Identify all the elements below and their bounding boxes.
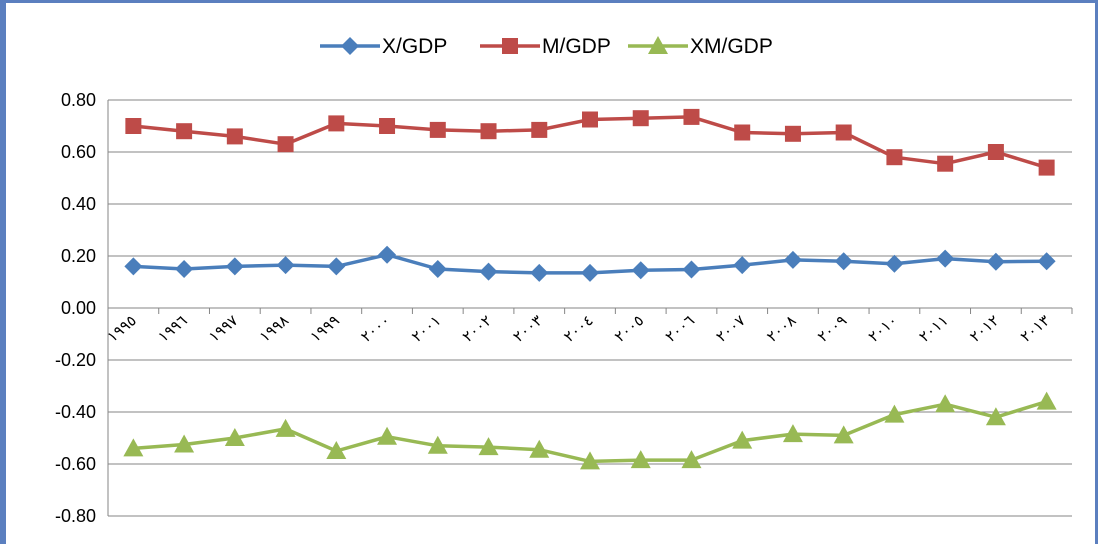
data-point xyxy=(631,261,650,280)
legend-label: M/GDP xyxy=(542,35,611,58)
x-tick-label: ٢٠٠١ xyxy=(408,311,444,346)
x-tick-label: ٢٠٠٨ xyxy=(763,311,799,346)
data-point xyxy=(734,124,751,141)
data-point xyxy=(175,260,194,278)
data-point xyxy=(480,123,497,140)
data-point xyxy=(328,115,345,132)
x-tick-label: ٢٠٠٢ xyxy=(459,311,495,346)
x-tick-label: ٢٠١٠ xyxy=(865,311,901,346)
data-point xyxy=(224,428,245,446)
data-point xyxy=(936,249,955,268)
data-point xyxy=(429,121,446,138)
data-point xyxy=(987,144,1004,160)
data-point xyxy=(935,394,956,413)
legend: X/GDP M/GDP XM/GDP xyxy=(320,35,773,58)
data-point xyxy=(581,263,599,282)
data-point xyxy=(276,256,295,275)
data-point xyxy=(1038,159,1055,176)
data-point xyxy=(834,252,853,271)
data-point xyxy=(632,110,649,127)
data-point xyxy=(341,37,359,55)
data-point xyxy=(835,124,852,141)
data-point xyxy=(479,262,498,281)
data-point xyxy=(782,424,803,443)
data-point xyxy=(783,250,802,269)
data-point xyxy=(502,38,518,54)
data-point xyxy=(885,254,904,273)
x-tick-label: ١٩٩٩ xyxy=(307,311,343,346)
data-point xyxy=(732,430,753,449)
x-tick-label: ٢٠١٣ xyxy=(1017,311,1053,346)
legend-item: XM/GDP xyxy=(628,35,773,58)
data-point xyxy=(326,441,347,459)
data-point xyxy=(531,121,548,138)
data-point xyxy=(630,450,651,469)
x-tick-label: ٢٠٠٩ xyxy=(814,311,850,346)
y-tick-label: -0.80 xyxy=(55,506,96,526)
x-tick-label: ١٩٩٨ xyxy=(256,311,292,346)
y-tick-label: 0.40 xyxy=(61,194,96,214)
series-x-gdp xyxy=(124,245,1056,282)
data-point xyxy=(378,245,397,264)
x-tick-label: ١٩٩٧ xyxy=(205,311,241,346)
data-point xyxy=(226,128,243,145)
y-tick-label: 0.00 xyxy=(61,298,96,318)
data-point xyxy=(428,260,447,278)
data-point xyxy=(884,404,905,423)
data-point xyxy=(784,125,801,142)
x-tick-label: ١٩٩٦ xyxy=(154,311,190,346)
data-point xyxy=(985,407,1006,426)
x-tick-label: ٢٠٠٤ xyxy=(560,311,596,346)
data-point xyxy=(733,256,752,275)
data-point xyxy=(681,450,702,469)
series-m-gdp xyxy=(125,108,1055,176)
series-xm-gdp xyxy=(123,391,1057,470)
data-point xyxy=(123,438,144,457)
x-tick-label: ١٩٩٥ xyxy=(104,311,140,346)
x-tick-label: ٢٠٠٠ xyxy=(357,311,393,346)
x-tick-label: ٢٠٠٣ xyxy=(510,311,546,346)
data-point xyxy=(937,155,954,172)
y-tick-label: -0.40 xyxy=(55,402,96,422)
data-point xyxy=(1036,391,1057,410)
x-tick-label: ٢٠١١ xyxy=(915,311,951,346)
data-point xyxy=(648,36,668,54)
x-tick-label: ٢٠٠٦ xyxy=(662,311,698,346)
data-point xyxy=(986,252,1005,271)
data-point xyxy=(124,257,143,276)
data-point xyxy=(530,263,549,282)
y-tick-label: -0.60 xyxy=(55,454,96,474)
data-point xyxy=(125,118,142,134)
data-point xyxy=(529,439,550,458)
data-point xyxy=(580,451,600,470)
data-point xyxy=(478,437,499,456)
legend-label: X/GDP xyxy=(382,35,447,58)
legend-item: M/GDP xyxy=(480,35,611,58)
data-point xyxy=(682,260,701,279)
legend-label: XM/GDP xyxy=(690,35,773,58)
y-tick-label: 0.80 xyxy=(61,90,96,110)
data-point xyxy=(379,118,396,134)
data-point xyxy=(582,111,598,128)
data-point xyxy=(225,257,244,276)
y-tick-label: 0.20 xyxy=(61,246,96,266)
x-tick-label: ٢٠٠٧ xyxy=(713,311,749,346)
data-point xyxy=(427,435,448,454)
data-point xyxy=(277,136,294,153)
y-tick-label: -0.20 xyxy=(55,350,96,370)
data-point xyxy=(327,257,346,276)
data-point xyxy=(1037,252,1056,271)
data-point xyxy=(377,426,398,445)
data-point xyxy=(174,434,195,453)
x-tick-label: ٢٠٠٥ xyxy=(611,311,647,346)
data-point xyxy=(886,149,903,166)
data-point xyxy=(176,123,193,140)
x-tick-label: ٢٠١٢ xyxy=(966,311,1002,346)
data-point xyxy=(275,418,296,437)
legend-item: X/GDP xyxy=(320,35,447,58)
data-point xyxy=(683,108,700,125)
y-tick-label: 0.60 xyxy=(61,142,96,162)
data-point xyxy=(833,425,854,444)
